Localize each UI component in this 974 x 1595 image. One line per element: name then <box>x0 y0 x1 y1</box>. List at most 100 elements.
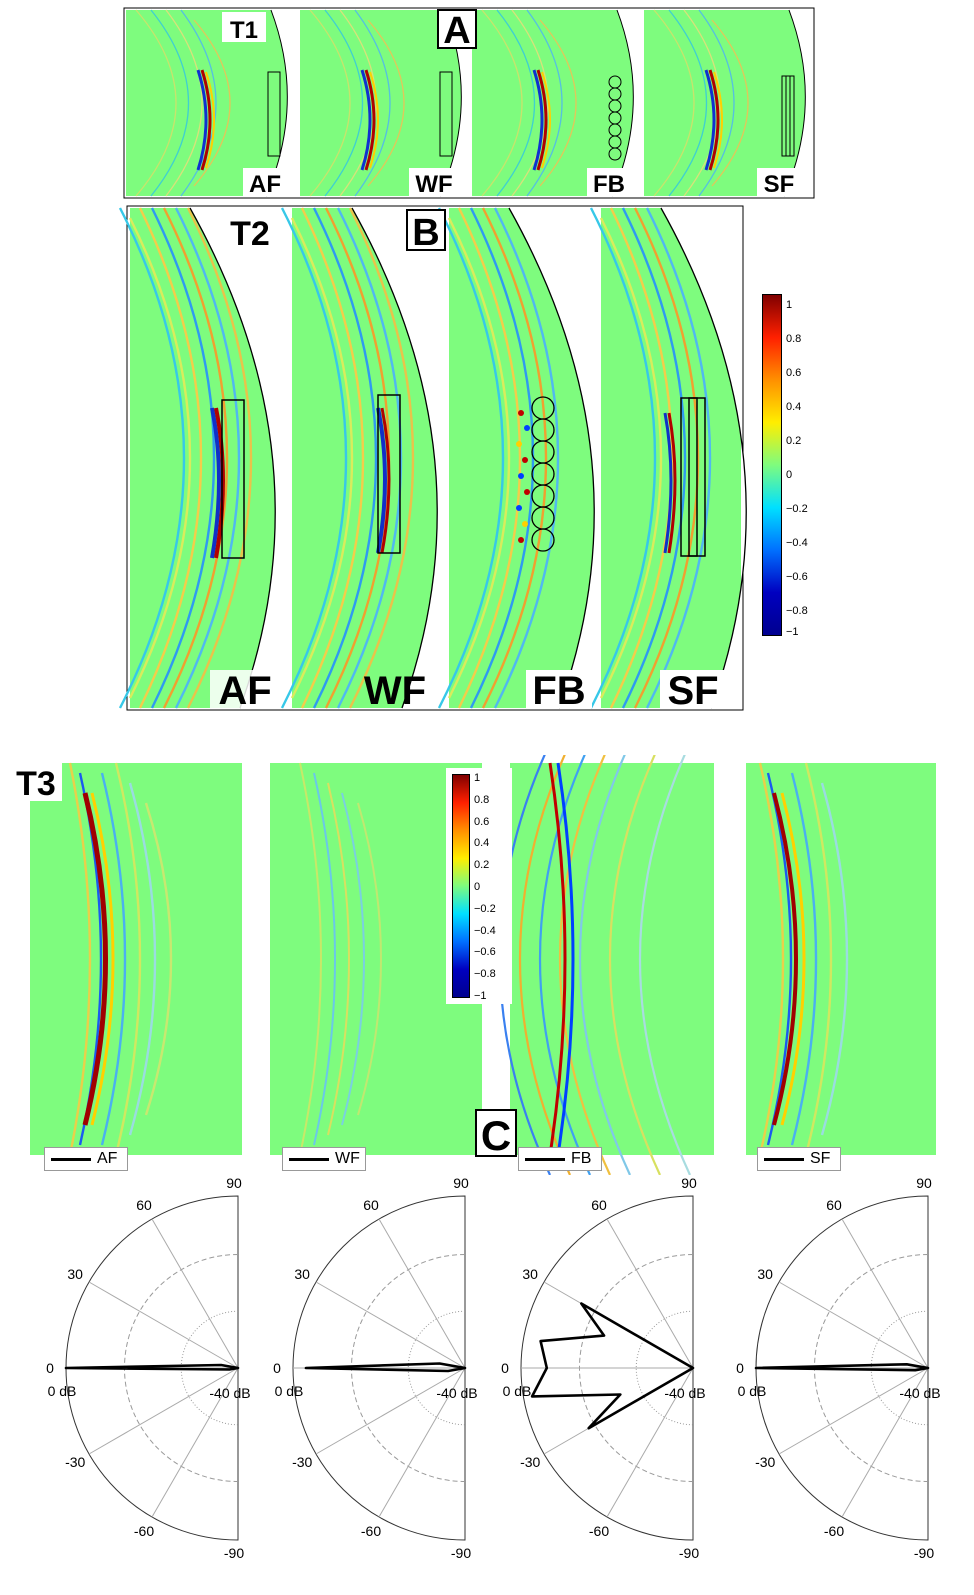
polar-angle-label: -90 <box>224 1545 244 1561</box>
polar-spoke <box>841 1367 929 1518</box>
colorbar-tick: −0.4 <box>474 924 496 937</box>
polar-angle-label: -90 <box>679 1545 699 1561</box>
colorbar-tick: 0.4 <box>474 837 490 850</box>
polar-angle-label: -60 <box>134 1523 154 1539</box>
legend-line <box>764 1158 804 1161</box>
panel-b-wf <box>280 207 447 709</box>
panel-c-time-label: T3 <box>16 765 56 803</box>
colorbar-gradient <box>762 294 782 636</box>
polar-angle-label: 0 <box>736 1360 744 1376</box>
polar-spoke <box>315 1367 466 1455</box>
panel-b-colorbar: 1 0.8 0.6 0.4 0.2 0 −0.2 −0.4 −0.6 −0.8 … <box>760 294 880 638</box>
polar-angle-label: 60 <box>136 1197 152 1213</box>
legend-label: FB <box>571 1150 592 1167</box>
polar-radial-label: 0 dB <box>275 1383 304 1399</box>
panel-c-fields: T3 C <box>10 755 936 1175</box>
colorbar-tick: −0.8 <box>474 968 496 981</box>
cylinder-array <box>531 396 555 552</box>
panel-c-letter: C <box>481 1112 511 1159</box>
polar-angle-label: 30 <box>67 1266 83 1282</box>
polar-spoke <box>315 1281 466 1369</box>
colorbar-tick: 0.6 <box>786 367 802 379</box>
polar-angle-label: -60 <box>589 1523 609 1539</box>
panel-b-label-sf: SF <box>667 669 718 713</box>
panel-b-label-wf: WF <box>364 669 426 713</box>
colorbar-tick: −0.8 <box>786 605 808 617</box>
legend-wf: WF <box>282 1147 366 1171</box>
panel-c-field-sf <box>746 762 936 1156</box>
colorbar-tick: 0 <box>786 469 793 481</box>
polar-radial-label: -40 dB <box>436 1385 477 1401</box>
polar-angle-label: 60 <box>363 1197 379 1213</box>
panel-b-letter: B <box>412 212 439 254</box>
polar-radial-label: 0 dB <box>48 1383 77 1399</box>
panel-b-time-label: T2 <box>230 215 270 253</box>
colorbar-tick: −1 <box>474 989 487 1002</box>
polar-angle-label: -60 <box>824 1523 844 1539</box>
polar-spoke <box>778 1367 929 1455</box>
polar-radial-label: -40 dB <box>209 1385 250 1401</box>
panel-a-case-labels: AF WF FB SF <box>243 168 801 198</box>
legend-label: WF <box>335 1150 360 1167</box>
legend-line <box>289 1158 329 1161</box>
panel-b-subplots <box>118 207 747 709</box>
colorbar-tick-labels: 1 0.8 0.6 0.4 0.2 0 −0.2 −0.4 −0.6 −0.8 <box>786 288 808 628</box>
polar-angle-label: -30 <box>292 1454 312 1470</box>
colorbar-tick: 0 <box>474 880 481 893</box>
polar-curve-af <box>64 1363 240 1371</box>
panel-a-sf <box>644 9 812 197</box>
panel-a-fb <box>472 9 642 197</box>
polar-angle-label: -30 <box>755 1454 775 1470</box>
polar-angle-label: -60 <box>361 1523 381 1539</box>
polar-curve-sf <box>754 1363 930 1372</box>
colorbar-tick: −1 <box>786 626 799 638</box>
colorbar-tick: 1 <box>786 299 793 311</box>
colorbar-tick: 1 <box>474 772 481 784</box>
legend-line <box>525 1158 565 1161</box>
polar-angle-label: 60 <box>591 1197 607 1213</box>
panel-a-letter: A <box>443 10 470 52</box>
polar-angle-label: 30 <box>757 1266 773 1282</box>
polar-angle-label: 30 <box>522 1266 538 1282</box>
panel-b: B T2 AF WF FB SF <box>118 205 747 713</box>
polar-spoke <box>88 1281 239 1369</box>
polar-spoke <box>778 1281 929 1369</box>
legend-af: AF <box>44 1147 128 1171</box>
panel-b-label-fb: FB <box>532 669 585 713</box>
colorbar-tick: −0.4 <box>786 537 808 549</box>
polar-spoke <box>378 1367 466 1518</box>
polar-plot-sf: 90 60 30 0 -30 -60 -90 0 dB -40 dB <box>736 1175 941 1561</box>
cylinder-array <box>608 75 622 161</box>
polar-plot-af: 90 60 30 0 -30 -60 -90 0 dB -40 dB <box>46 1175 251 1561</box>
panel-b-sf <box>589 207 747 709</box>
legend-sf: SF <box>757 1147 841 1171</box>
wavefronts <box>135 9 231 197</box>
panel-a-af <box>126 9 296 197</box>
polar-radial-label: 0 dB <box>503 1383 532 1399</box>
colorbar-tick: 0.2 <box>786 435 802 447</box>
panel-c-polar-plots: 90 60 30 0 -30 -60 -90 0 dB -40 dB 90 60 30 0 -30 -60 -… <box>46 1175 941 1561</box>
colorbar-tick-labels: 1 0.8 0.6 0.4 0.2 0 −0.2 −0.4 −0.6 −0.8 … <box>474 768 496 1008</box>
colorbar-tick: 0.8 <box>786 333 802 345</box>
panel-c-field-af <box>30 762 242 1156</box>
panel-a-label-sf: SF <box>764 171 795 198</box>
legend-label: AF <box>97 1150 118 1167</box>
polar-radial-label: -40 dB <box>664 1385 705 1401</box>
colorbar-tick: 0.2 <box>474 859 490 872</box>
legend-fb: FB <box>518 1147 602 1171</box>
polar-curve-wf <box>304 1362 467 1373</box>
polar-angle-label: -30 <box>65 1454 85 1470</box>
colorbar-gradient <box>452 774 470 998</box>
polar-angle-label: 90 <box>916 1175 932 1191</box>
panel-a-label-fb: FB <box>593 171 625 198</box>
scattering-hotspots <box>516 410 530 543</box>
colorbar-tick: −0.2 <box>786 503 808 515</box>
polar-angle-label: -30 <box>520 1454 540 1470</box>
polar-plot-fb: 90 60 30 0 -30 -60 -90 0 dB -40 dB <box>501 1175 706 1561</box>
legend-line <box>51 1158 91 1161</box>
colorbar-tick: −0.6 <box>786 571 808 583</box>
panel-a-label-wf: WF <box>415 171 452 198</box>
polar-spoke <box>606 1218 694 1369</box>
colorbar-tick: −0.6 <box>474 946 496 959</box>
polar-curve-fb <box>530 1302 695 1430</box>
